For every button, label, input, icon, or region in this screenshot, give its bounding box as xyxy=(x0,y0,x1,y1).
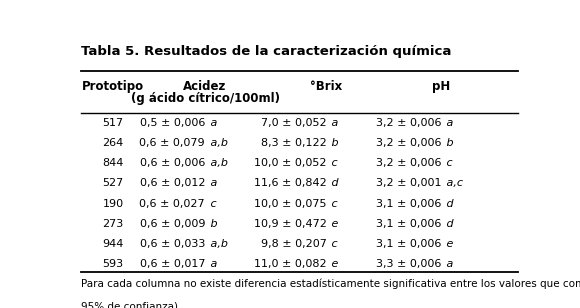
Text: 190: 190 xyxy=(103,199,124,209)
Text: 8,3 ± 0,122: 8,3 ± 0,122 xyxy=(261,138,327,148)
Text: b: b xyxy=(443,138,454,148)
Text: 11,6 ± 0,842: 11,6 ± 0,842 xyxy=(253,178,327,188)
Text: 3,1 ± 0,006: 3,1 ± 0,006 xyxy=(376,239,441,249)
Text: 0,5 ± 0,006: 0,5 ± 0,006 xyxy=(140,118,205,128)
Text: 3,2 ± 0,006: 3,2 ± 0,006 xyxy=(376,118,441,128)
Text: 0,6 ± 0,027: 0,6 ± 0,027 xyxy=(139,199,205,209)
Text: c: c xyxy=(328,199,338,209)
Text: Para cada columna no existe diferencia estadísticamente significativa entre los : Para cada columna no existe diferencia e… xyxy=(81,279,580,289)
Text: a: a xyxy=(328,118,339,128)
Text: 0,6 ± 0,079: 0,6 ± 0,079 xyxy=(139,138,205,148)
Text: 593: 593 xyxy=(103,259,124,269)
Text: a,c: a,c xyxy=(443,178,463,188)
Text: a: a xyxy=(443,259,453,269)
Text: a,b: a,b xyxy=(207,239,228,249)
Text: 0,6 ± 0,006: 0,6 ± 0,006 xyxy=(140,158,205,168)
Text: e: e xyxy=(328,219,339,229)
Text: 9,8 ± 0,207: 9,8 ± 0,207 xyxy=(260,239,327,249)
Text: a,b: a,b xyxy=(207,138,228,148)
Text: °Brix: °Brix xyxy=(310,80,343,93)
Text: 3,2 ± 0,001: 3,2 ± 0,001 xyxy=(376,178,441,188)
Text: b: b xyxy=(207,219,218,229)
Text: d: d xyxy=(328,178,339,188)
Text: e: e xyxy=(443,239,453,249)
Text: 0,6 ± 0,017: 0,6 ± 0,017 xyxy=(140,259,205,269)
Text: 0,6 ± 0,009: 0,6 ± 0,009 xyxy=(140,219,205,229)
Text: 273: 273 xyxy=(102,219,124,229)
Text: 944: 944 xyxy=(102,239,124,249)
Text: c: c xyxy=(443,158,452,168)
Text: a: a xyxy=(207,118,218,128)
Text: c: c xyxy=(328,158,338,168)
Text: 10,9 ± 0,472: 10,9 ± 0,472 xyxy=(253,219,327,229)
Text: 10,0 ± 0,052: 10,0 ± 0,052 xyxy=(254,158,327,168)
Text: a: a xyxy=(443,118,453,128)
Text: 3,3 ± 0,006: 3,3 ± 0,006 xyxy=(376,259,441,269)
Text: 3,1 ± 0,006: 3,1 ± 0,006 xyxy=(376,219,441,229)
Text: c: c xyxy=(207,199,216,209)
Text: 7,0 ± 0,052: 7,0 ± 0,052 xyxy=(261,118,327,128)
Text: Tabla 5. Resultados de la caracterización química: Tabla 5. Resultados de la caracterizació… xyxy=(81,45,452,58)
Text: 11,0 ± 0,082: 11,0 ± 0,082 xyxy=(254,259,327,269)
Text: Prototipo: Prototipo xyxy=(82,80,144,93)
Text: b: b xyxy=(328,138,339,148)
Text: 95% de confianza).: 95% de confianza). xyxy=(81,302,182,308)
Text: 264: 264 xyxy=(102,138,124,148)
Text: e: e xyxy=(328,259,339,269)
Text: a,b: a,b xyxy=(207,158,228,168)
Text: 844: 844 xyxy=(102,158,124,168)
Text: (g ácido cítrico/100ml): (g ácido cítrico/100ml) xyxy=(130,92,280,105)
Text: 517: 517 xyxy=(103,118,124,128)
Text: 3,1 ± 0,006: 3,1 ± 0,006 xyxy=(376,199,441,209)
Text: 0,6 ± 0,033: 0,6 ± 0,033 xyxy=(140,239,205,249)
Text: 3,2 ± 0,006: 3,2 ± 0,006 xyxy=(376,158,441,168)
Text: a: a xyxy=(207,178,218,188)
Text: Acidez: Acidez xyxy=(183,80,227,93)
Text: d: d xyxy=(443,219,454,229)
Text: 0,6 ± 0,012: 0,6 ± 0,012 xyxy=(140,178,205,188)
Text: 527: 527 xyxy=(102,178,124,188)
Text: 3,2 ± 0,006: 3,2 ± 0,006 xyxy=(376,138,441,148)
Text: a: a xyxy=(207,259,218,269)
Text: c: c xyxy=(328,239,338,249)
Text: 10,0 ± 0,075: 10,0 ± 0,075 xyxy=(254,199,327,209)
Text: d: d xyxy=(443,199,454,209)
Text: pH: pH xyxy=(432,80,450,93)
